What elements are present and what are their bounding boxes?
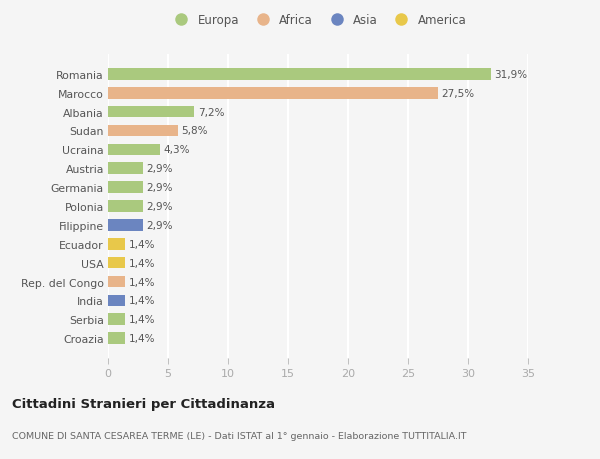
Text: 31,9%: 31,9%: [494, 70, 527, 80]
Bar: [108, 238, 125, 250]
Bar: [108, 295, 125, 307]
Text: 4,3%: 4,3%: [163, 145, 190, 155]
Bar: [108, 88, 438, 99]
Text: 2,9%: 2,9%: [146, 202, 173, 212]
Text: 2,9%: 2,9%: [146, 164, 173, 174]
Text: 1,4%: 1,4%: [128, 277, 155, 287]
Bar: [108, 276, 125, 288]
Legend: Europa, Africa, Asia, America: Europa, Africa, Asia, America: [169, 14, 467, 27]
Bar: [108, 125, 178, 137]
Text: 7,2%: 7,2%: [198, 107, 224, 118]
Text: 1,4%: 1,4%: [128, 333, 155, 343]
Text: 2,9%: 2,9%: [146, 220, 173, 230]
Bar: [108, 69, 491, 80]
Text: 1,4%: 1,4%: [128, 296, 155, 306]
Text: 27,5%: 27,5%: [442, 89, 475, 99]
Bar: [108, 333, 125, 344]
Bar: [108, 106, 194, 118]
Bar: [108, 163, 143, 175]
Text: Cittadini Stranieri per Cittadinanza: Cittadini Stranieri per Cittadinanza: [12, 397, 275, 410]
Text: 5,8%: 5,8%: [181, 126, 208, 136]
Bar: [108, 201, 143, 213]
Text: COMUNE DI SANTA CESAREA TERME (LE) - Dati ISTAT al 1° gennaio - Elaborazione TUT: COMUNE DI SANTA CESAREA TERME (LE) - Dat…: [12, 431, 467, 441]
Text: 1,4%: 1,4%: [128, 258, 155, 268]
Bar: [108, 144, 160, 156]
Bar: [108, 257, 125, 269]
Bar: [108, 314, 125, 325]
Bar: [108, 219, 143, 231]
Text: 2,9%: 2,9%: [146, 183, 173, 193]
Text: 1,4%: 1,4%: [128, 239, 155, 249]
Bar: [108, 182, 143, 194]
Text: 1,4%: 1,4%: [128, 314, 155, 325]
